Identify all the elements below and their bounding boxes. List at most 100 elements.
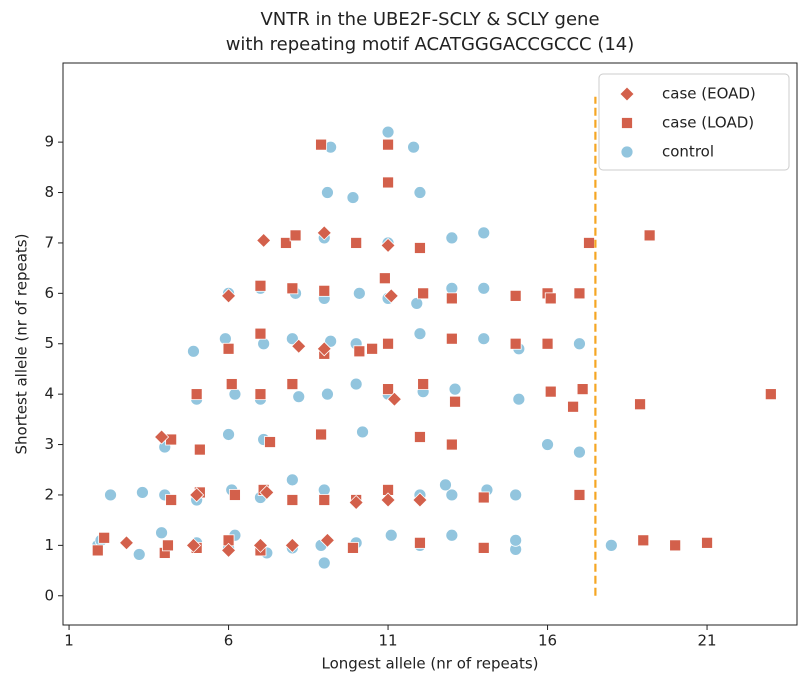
- point: [669, 539, 682, 552]
- legend-marker: [621, 117, 633, 129]
- point: [439, 478, 452, 492]
- point: [445, 438, 458, 451]
- y-tick-label: 0: [44, 586, 54, 604]
- legend-marker: [619, 86, 635, 102]
- point: [315, 138, 327, 151]
- point: [637, 534, 650, 547]
- point: [413, 327, 427, 341]
- point: [477, 541, 490, 554]
- point: [132, 548, 146, 561]
- point: [189, 487, 205, 503]
- point: [477, 332, 491, 346]
- point: [573, 445, 586, 459]
- point: [449, 395, 461, 408]
- x-tick-label: 11: [379, 632, 398, 650]
- point: [222, 342, 235, 355]
- y-tick-label: 3: [44, 435, 54, 453]
- point: [414, 242, 426, 254]
- point: [264, 436, 276, 448]
- point: [229, 489, 241, 501]
- point: [366, 342, 379, 355]
- point: [220, 288, 237, 304]
- point: [165, 494, 178, 506]
- point: [154, 429, 170, 445]
- point: [380, 237, 396, 254]
- y-tick-label: 2: [44, 485, 54, 503]
- point: [289, 229, 302, 242]
- point: [162, 539, 174, 552]
- y-tick-label: 5: [44, 334, 54, 352]
- point: [382, 383, 394, 396]
- legend-label: case (EOAD): [662, 85, 756, 103]
- point: [512, 392, 526, 406]
- point: [222, 428, 235, 441]
- point: [445, 528, 459, 542]
- point: [541, 438, 554, 451]
- point: [348, 494, 364, 511]
- point: [417, 287, 430, 300]
- legend-label: case (LOAD): [662, 114, 754, 132]
- point: [576, 383, 589, 396]
- point: [285, 473, 299, 487]
- chart-title: VNTR in the UBE2F-SCLY & SCLY gene: [260, 9, 599, 30]
- point: [286, 282, 299, 295]
- point: [291, 338, 307, 354]
- point: [91, 544, 104, 557]
- y-tick-label: 6: [44, 284, 54, 302]
- point: [445, 292, 458, 305]
- point: [573, 287, 586, 300]
- point: [382, 176, 394, 189]
- point: [315, 428, 327, 441]
- x-tick-label: 21: [697, 632, 716, 650]
- point: [383, 288, 399, 304]
- point: [764, 388, 777, 401]
- point: [477, 226, 491, 240]
- point: [445, 332, 458, 345]
- point: [544, 385, 557, 398]
- point: [541, 337, 554, 350]
- point: [346, 191, 360, 204]
- point: [155, 526, 168, 540]
- point: [378, 272, 391, 285]
- point: [380, 492, 396, 508]
- point: [445, 231, 459, 245]
- point: [573, 337, 586, 351]
- point: [410, 297, 424, 310]
- point: [321, 387, 334, 401]
- point: [382, 337, 394, 350]
- point: [604, 538, 618, 552]
- point: [477, 491, 490, 504]
- point: [477, 281, 491, 295]
- point: [225, 378, 238, 390]
- point: [286, 494, 299, 506]
- point: [292, 390, 306, 404]
- point: [414, 431, 426, 443]
- point: [220, 542, 237, 558]
- point: [104, 488, 117, 502]
- point: [381, 125, 395, 139]
- point: [384, 528, 398, 542]
- plot-frame: [62, 62, 798, 626]
- point: [280, 237, 292, 249]
- point: [350, 237, 363, 249]
- point: [509, 289, 522, 302]
- point: [318, 284, 331, 297]
- point: [445, 488, 459, 502]
- point: [285, 332, 299, 346]
- y-tick-label: 7: [44, 233, 54, 251]
- point: [412, 492, 428, 508]
- point: [316, 225, 332, 241]
- legend: case (EOAD) case (LOAD) control: [598, 73, 790, 171]
- point: [353, 345, 366, 358]
- point: [583, 237, 595, 249]
- point: [190, 388, 203, 401]
- point: [643, 229, 656, 242]
- point: [118, 535, 135, 551]
- point: [448, 382, 462, 396]
- point: [317, 556, 331, 570]
- legend-marker: [620, 145, 634, 159]
- point: [352, 286, 366, 300]
- point: [509, 337, 522, 350]
- point: [701, 536, 713, 549]
